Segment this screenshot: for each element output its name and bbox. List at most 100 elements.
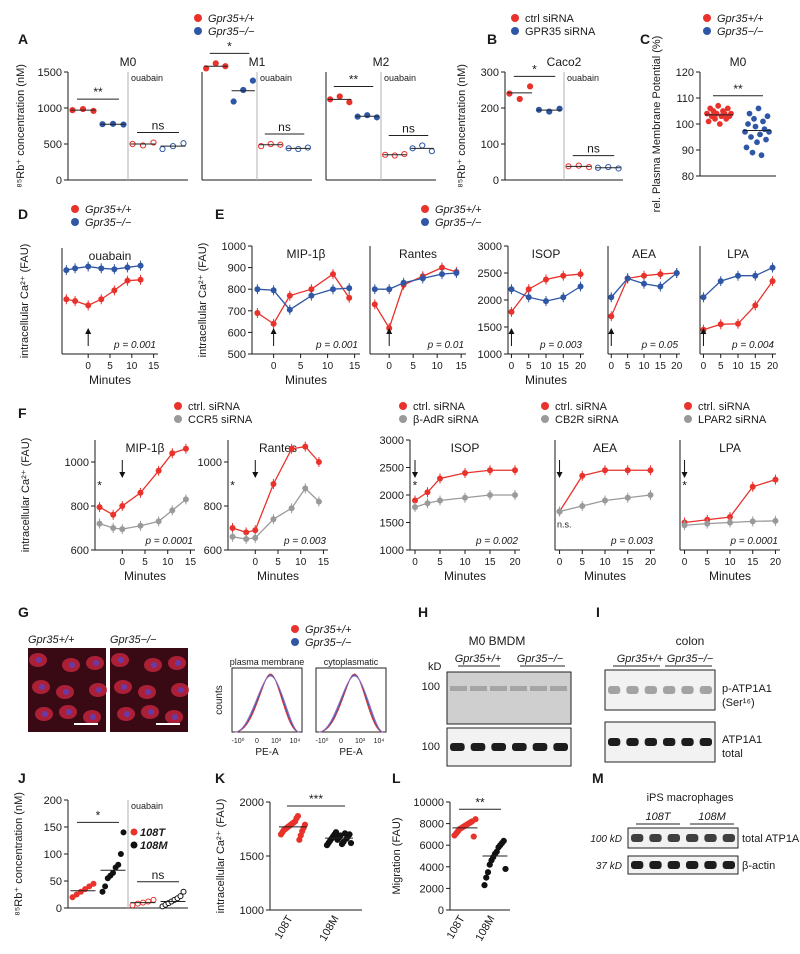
x-tick-label: 15 bbox=[750, 361, 762, 372]
x-tick-label: 15 bbox=[484, 557, 496, 568]
blot-band bbox=[649, 834, 662, 842]
flow-x-tick: 0 bbox=[339, 738, 343, 745]
flow-x-tick: 0 bbox=[255, 738, 259, 745]
blot-band bbox=[626, 686, 639, 694]
data-point bbox=[412, 497, 418, 504]
micrograph-nucleus bbox=[145, 689, 151, 695]
y-axis-label: intracellular Ca²⁺ (FAU) bbox=[215, 799, 227, 914]
blot-band bbox=[699, 686, 712, 694]
data-point bbox=[137, 262, 144, 269]
data-point bbox=[180, 888, 187, 895]
panel-letter: M bbox=[592, 770, 604, 786]
blot-membrane bbox=[627, 827, 739, 849]
data-point bbox=[315, 498, 322, 505]
legend-marker bbox=[421, 218, 429, 226]
ouabain-label: ouabain bbox=[131, 801, 163, 811]
legend-label: ctrl. siRNA bbox=[555, 401, 608, 413]
blot-membrane bbox=[446, 671, 572, 725]
blot-group-label: 108M bbox=[698, 811, 726, 823]
data-point bbox=[111, 287, 118, 294]
data-point bbox=[110, 525, 117, 531]
blot-band-label: p-ATP1A1 bbox=[722, 683, 772, 695]
data-point bbox=[439, 264, 445, 271]
x-tick-label: 20 bbox=[509, 557, 521, 568]
x-tick-label: 0 bbox=[682, 557, 688, 568]
data-point bbox=[330, 271, 336, 278]
x-tick-label: 5 bbox=[410, 361, 416, 372]
legend-label: 108T bbox=[140, 827, 166, 839]
data-point bbox=[137, 276, 144, 283]
data-point bbox=[673, 270, 680, 276]
stimulus-arrowhead bbox=[556, 472, 563, 478]
data-point bbox=[230, 98, 237, 105]
data-point bbox=[508, 308, 515, 315]
data-point bbox=[735, 272, 741, 279]
x-tick-label: 15 bbox=[349, 361, 361, 372]
data-point bbox=[401, 150, 408, 158]
y-tick-label: 120 bbox=[676, 67, 694, 79]
micrograph-nucleus bbox=[178, 687, 184, 693]
data-point bbox=[717, 278, 724, 285]
panel-letter: C bbox=[640, 31, 650, 47]
data-point bbox=[386, 286, 393, 293]
p-value: p = 0.001 bbox=[315, 340, 358, 351]
significance-label: ns bbox=[278, 120, 291, 134]
y-tick-label: 150 bbox=[44, 822, 62, 834]
x-tick-label: 0 bbox=[119, 557, 125, 568]
data-point bbox=[769, 264, 776, 271]
y-tick-label: 2500 bbox=[478, 268, 502, 280]
micrograph-nucleus bbox=[36, 657, 42, 663]
data-point bbox=[577, 271, 584, 278]
data-point bbox=[267, 140, 274, 148]
data-point bbox=[288, 505, 295, 512]
x-tick-label: 10 bbox=[432, 361, 444, 372]
x-axis-label: Minutes bbox=[124, 569, 166, 583]
blot-band-label: total bbox=[722, 748, 743, 760]
x-axis-label: Minutes bbox=[89, 373, 131, 387]
x-tick-label: 5 bbox=[718, 361, 724, 372]
data-point bbox=[182, 496, 189, 503]
blot-band bbox=[530, 686, 547, 691]
blot-band bbox=[553, 743, 568, 751]
blot-marker: 37 kD bbox=[596, 861, 622, 872]
legend-label: 108M bbox=[140, 840, 168, 852]
data-point bbox=[212, 60, 219, 67]
data-point bbox=[481, 882, 488, 889]
data-point bbox=[90, 107, 97, 114]
flow-histogram bbox=[234, 674, 300, 733]
x-tick-label: 20 bbox=[770, 557, 782, 568]
y-tick-label: 1000 bbox=[478, 349, 502, 361]
data-point bbox=[270, 481, 277, 487]
x-tick-label: 0 bbox=[509, 361, 515, 372]
data-point bbox=[308, 292, 315, 299]
data-point bbox=[249, 77, 256, 84]
p-value: p = 0.05 bbox=[641, 340, 679, 351]
data-point bbox=[72, 298, 79, 304]
significance-label: ns bbox=[402, 121, 415, 135]
x-tick-label: 108M bbox=[473, 914, 497, 944]
data-point bbox=[371, 286, 378, 293]
legend-label: LPAR2 siRNA bbox=[698, 414, 767, 426]
data-point bbox=[472, 816, 479, 823]
legend-label: Gpr35+/+ bbox=[85, 204, 132, 216]
data-point bbox=[346, 99, 353, 106]
data-point bbox=[700, 294, 707, 301]
ouabain-label: ouabain bbox=[260, 73, 292, 83]
data-point bbox=[525, 286, 532, 293]
y-tick-label: 8000 bbox=[420, 819, 444, 831]
y-tick-label: 3000 bbox=[478, 241, 502, 253]
blot-band-label: β-actin bbox=[742, 860, 775, 872]
x-tick-label: 5 bbox=[437, 557, 443, 568]
y-tick-label: 0 bbox=[438, 905, 444, 917]
data-point bbox=[124, 277, 131, 284]
data-point bbox=[270, 287, 277, 294]
series-line bbox=[99, 448, 187, 516]
blot-title: iPS macrophages bbox=[647, 792, 734, 804]
legend-marker bbox=[291, 625, 299, 633]
legend-marker bbox=[291, 638, 299, 646]
x-tick-label: 5 bbox=[704, 557, 710, 568]
data-point bbox=[502, 865, 509, 873]
x-tick-label: 0 bbox=[412, 557, 418, 568]
p-value: p = 0.0001 bbox=[729, 536, 778, 547]
legend-marker bbox=[399, 402, 407, 410]
